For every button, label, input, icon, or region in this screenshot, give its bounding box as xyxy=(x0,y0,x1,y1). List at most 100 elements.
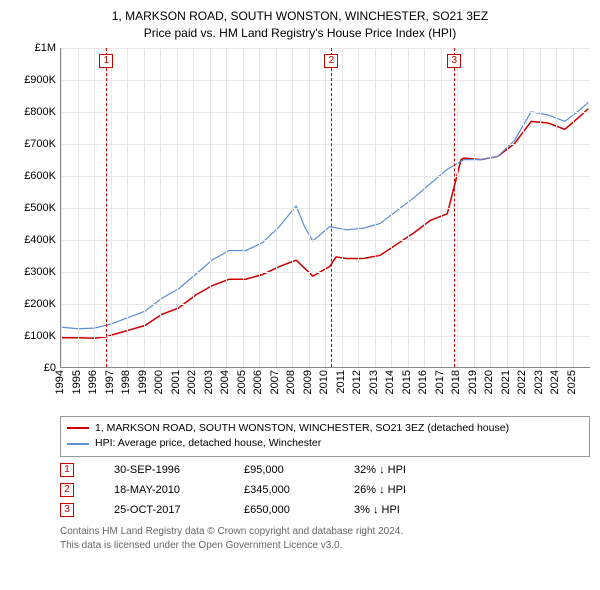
x-tick-label: 2019 xyxy=(467,370,479,394)
x-tick-label: 2004 xyxy=(219,370,231,394)
gridline-v xyxy=(391,48,392,367)
sales-row: 1 30-SEP-1996 £95,000 32% ↓ HPI xyxy=(60,463,590,477)
x-tick-label: 2025 xyxy=(566,370,578,394)
x-tick-label: 1997 xyxy=(104,370,116,394)
legend-item: HPI: Average price, detached house, Winc… xyxy=(67,436,583,452)
gridline-v xyxy=(127,48,128,367)
gridline-v xyxy=(78,48,79,367)
sales-row-price: £650,000 xyxy=(244,504,314,516)
gridline-v xyxy=(325,48,326,367)
y-axis: £0£100K£200K£300K£400K£500K£600K£700K£80… xyxy=(10,48,60,368)
sale-marker-line xyxy=(331,48,332,367)
y-tick-label: £300K xyxy=(24,266,56,278)
gridline-v xyxy=(523,48,524,367)
y-tick-label: £700K xyxy=(24,138,56,150)
x-tick-label: 2012 xyxy=(351,370,363,394)
gridline-v xyxy=(342,48,343,367)
sales-row-date: 18-MAY-2010 xyxy=(114,484,204,496)
sales-row-diff: 3% ↓ HPI xyxy=(354,504,444,516)
footer-line1: Contains HM Land Registry data © Crown c… xyxy=(60,525,590,539)
x-tick-label: 1999 xyxy=(137,370,149,394)
x-tick-label: 2018 xyxy=(450,370,462,394)
footer: Contains HM Land Registry data © Crown c… xyxy=(60,525,590,553)
gridline-v xyxy=(408,48,409,367)
x-tick-label: 1998 xyxy=(120,370,132,394)
chart-container: 1, MARKSON ROAD, SOUTH WONSTON, WINCHEST… xyxy=(0,0,600,563)
gridline-v xyxy=(193,48,194,367)
x-tick-label: 2002 xyxy=(186,370,198,394)
x-tick-label: 2001 xyxy=(170,370,182,394)
sales-row-marker: 3 xyxy=(60,503,74,517)
x-tick-label: 2023 xyxy=(533,370,545,394)
x-tick-label: 2006 xyxy=(252,370,264,394)
gridline-v xyxy=(573,48,574,367)
x-axis: 1994199519961997199819992000200120022003… xyxy=(60,368,590,408)
gridline-v xyxy=(226,48,227,367)
x-tick-label: 2013 xyxy=(368,370,380,394)
y-tick-label: £500K xyxy=(24,202,56,214)
x-tick-label: 2008 xyxy=(285,370,297,394)
gridline-v xyxy=(111,48,112,367)
footer-line2: This data is licensed under the Open Gov… xyxy=(60,539,590,553)
sales-row-diff: 26% ↓ HPI xyxy=(354,484,444,496)
sale-marker-box: 3 xyxy=(447,54,461,68)
plot-area: 1 2 3 xyxy=(60,48,590,368)
y-tick-label: £1M xyxy=(35,42,56,54)
legend-swatch xyxy=(67,443,89,445)
x-tick-label: 2009 xyxy=(302,370,314,394)
sales-row-marker: 1 xyxy=(60,463,74,477)
legend-swatch xyxy=(67,427,89,429)
x-tick-label: 1995 xyxy=(71,370,83,394)
sales-row-diff: 32% ↓ HPI xyxy=(354,464,444,476)
gridline-v xyxy=(375,48,376,367)
sale-marker-box: 2 xyxy=(324,54,338,68)
gridline-v xyxy=(94,48,95,367)
sales-row-price: £95,000 xyxy=(244,464,314,476)
sales-row-date: 25-OCT-2017 xyxy=(114,504,204,516)
x-tick-label: 2014 xyxy=(384,370,396,394)
x-tick-label: 2015 xyxy=(401,370,413,394)
y-tick-label: £600K xyxy=(24,170,56,182)
gridline-v xyxy=(160,48,161,367)
gridline-v xyxy=(243,48,244,367)
gridline-v xyxy=(309,48,310,367)
gridline-v xyxy=(424,48,425,367)
x-tick-label: 2017 xyxy=(434,370,446,394)
gridline-v xyxy=(490,48,491,367)
x-tick-label: 1996 xyxy=(87,370,99,394)
x-tick-label: 2003 xyxy=(203,370,215,394)
x-tick-label: 2007 xyxy=(269,370,281,394)
gridline-v xyxy=(210,48,211,367)
gridline-v xyxy=(259,48,260,367)
x-tick-label: 2020 xyxy=(483,370,495,394)
gridline-v xyxy=(556,48,557,367)
x-tick-label: 2021 xyxy=(500,370,512,394)
sales-row-price: £345,000 xyxy=(244,484,314,496)
title-block: 1, MARKSON ROAD, SOUTH WONSTON, WINCHEST… xyxy=(10,8,590,42)
y-tick-label: £400K xyxy=(24,234,56,246)
y-tick-label: £200K xyxy=(24,298,56,310)
x-tick-label: 2011 xyxy=(335,370,347,394)
x-tick-label: 2005 xyxy=(236,370,248,394)
title-line2: Price paid vs. HM Land Registry's House … xyxy=(10,25,590,42)
chart: £0£100K£200K£300K£400K£500K£600K£700K£80… xyxy=(10,48,590,408)
sales-table: 130-SEP-1996£95,00032% ↓ HPI218-MAY-2010… xyxy=(60,463,590,517)
gridline-v xyxy=(441,48,442,367)
x-tick-label: 2010 xyxy=(318,370,330,394)
gridline-v xyxy=(457,48,458,367)
legend-label: HPI: Average price, detached house, Winc… xyxy=(95,436,321,452)
sale-marker-line xyxy=(454,48,455,367)
gridline-v xyxy=(276,48,277,367)
gridline-v xyxy=(540,48,541,367)
legend: 1, MARKSON ROAD, SOUTH WONSTON, WINCHEST… xyxy=(60,416,590,458)
gridline-v xyxy=(474,48,475,367)
sales-row: 218-MAY-2010£345,00026% ↓ HPI xyxy=(60,483,590,497)
sale-marker-box: 1 xyxy=(99,54,113,68)
sales-row: 3 25-OCT-2017 £650,000 3% ↓ HPI xyxy=(60,503,590,517)
y-tick-label: £100K xyxy=(24,330,56,342)
legend-label: 1, MARKSON ROAD, SOUTH WONSTON, WINCHEST… xyxy=(95,421,509,437)
x-tick-label: 2000 xyxy=(153,370,165,394)
legend-item: 1, MARKSON ROAD, SOUTH WONSTON, WINCHEST… xyxy=(67,421,583,437)
sales-row-date: 30-SEP-1996 xyxy=(114,464,204,476)
gridline-v xyxy=(61,48,62,367)
